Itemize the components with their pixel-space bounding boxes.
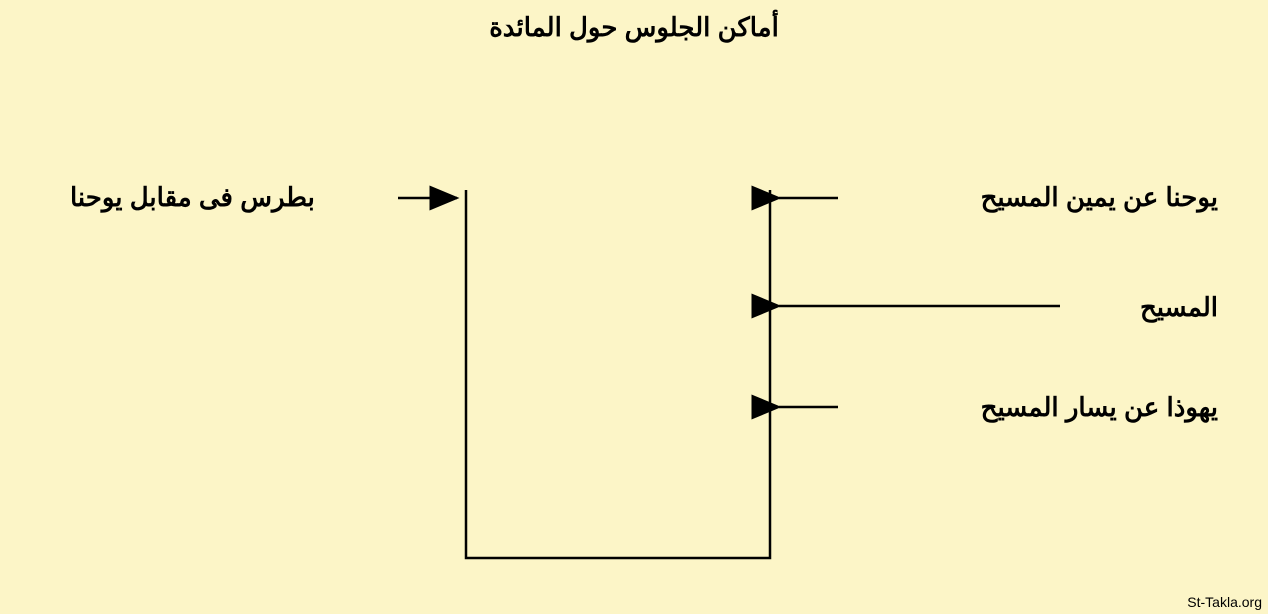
- label-john: يوحنا عن يمين المسيح: [981, 182, 1218, 213]
- label-peter: بطرس فى مقابل يوحنا: [70, 182, 315, 213]
- table-shape: [466, 190, 770, 558]
- label-judas: يهوذا عن يسار المسيح: [981, 392, 1218, 423]
- attribution-text: St-Takla.org: [1187, 594, 1262, 610]
- label-christ: المسيح: [1140, 292, 1218, 323]
- diagram-svg: [0, 0, 1268, 614]
